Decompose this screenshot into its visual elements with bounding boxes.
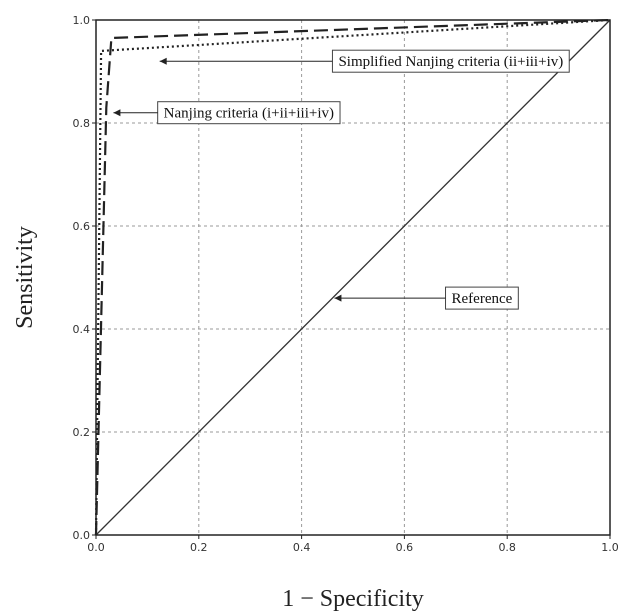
annotation-arrow-head (334, 294, 342, 302)
series-lines (94, 18, 611, 536)
plot-frame (95, 19, 611, 536)
annotation: Nanjing criteria (i+ii+iii+iv) (113, 101, 341, 125)
y-tick-label: 1.0 (73, 14, 91, 27)
x-tick-label: 0.8 (498, 541, 516, 554)
y-tick-label: 0.6 (73, 220, 91, 233)
y-tick-label: 0.0 (73, 529, 91, 542)
annotation: Simplified Nanjing criteria (ii+iii+iv) (159, 49, 570, 73)
annotation-arrow-head (113, 109, 121, 117)
annotation-label: Reference (452, 291, 513, 307)
annotation-label: Nanjing criteria (i+ii+iii+iv) (164, 106, 334, 122)
y-tick-label: 0.4 (73, 323, 91, 336)
x-tick-label: 0.4 (293, 541, 311, 554)
axis-ticks: 0.0 0.2 0.4 0.6 0.8 1.0 0.0 0.2 0.4 0.6 0.8 1.0 (73, 14, 619, 554)
series-line-nanjing (94, 18, 611, 536)
series-line-reference (95, 19, 611, 536)
annotation-arrow-head (159, 57, 167, 65)
x-tick-label: 1.0 (601, 541, 619, 554)
annotation-label: Simplified Nanjing criteria (ii+iii+iv) (338, 54, 563, 70)
x-tick-label: 0.2 (190, 541, 208, 554)
annotations: Simplified Nanjing criteria (ii+iii+iv) N… (113, 49, 570, 310)
x-tick-label: 0.0 (87, 541, 105, 554)
y-tick-label: 0.8 (73, 117, 91, 130)
annotation: Reference (334, 286, 519, 310)
x-axis-title: 1 − Specificity (282, 586, 424, 612)
y-axis-title: Sensitivity (12, 226, 38, 329)
x-tick-label: 0.6 (396, 541, 414, 554)
y-tick-label: 0.2 (73, 426, 91, 439)
series-line-simplified-nanjing (94, 18, 611, 536)
